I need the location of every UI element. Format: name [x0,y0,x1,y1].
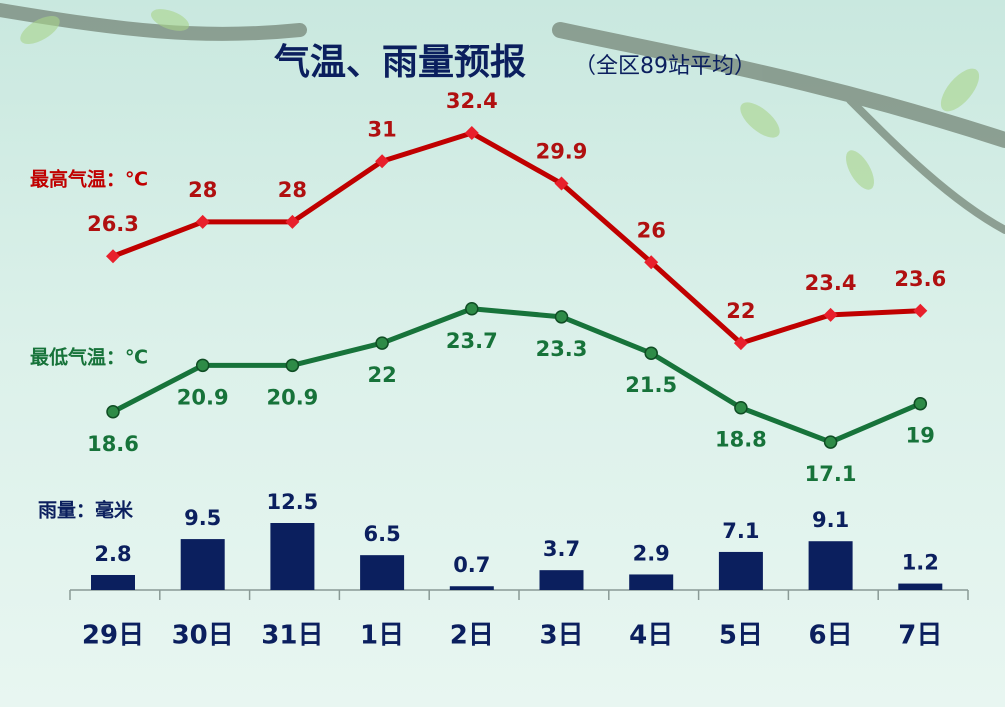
marker [465,302,479,316]
bar [91,574,135,590]
x-tick-label: 30日 [172,621,234,651]
chart-subtitle: （全区89站平均） [574,54,756,79]
data-label: 23.3 [536,337,588,361]
data-label: 17.1 [805,462,857,486]
x-tick-label: 29日 [82,621,144,651]
marker [375,336,389,350]
marker [823,435,838,449]
bar [449,586,494,590]
marker [644,346,658,360]
line [111,306,922,445]
x-tick-label: 3日 [539,621,583,651]
marker [734,400,748,415]
chart-title: 气温、雨量预报 [274,42,526,83]
marker [913,303,928,318]
leaf-decoration [20,9,980,190]
data-label: 23.6 [894,267,946,291]
x-tick-label: 2日 [450,621,494,651]
legend-label: 雨量：毫米 [38,499,134,522]
data-label: 22 [726,299,755,323]
marker [195,214,210,229]
x-tick-label: 31日 [261,621,323,651]
data-label: 9.1 [812,508,849,532]
data-label: 32.4 [446,89,498,113]
data-label: 26 [637,218,666,242]
marker [464,126,479,141]
line [112,130,921,346]
data-label: 29.9 [536,140,588,164]
marker [823,307,838,322]
bar [180,539,225,590]
x-tick-label: 6日 [809,621,853,651]
marker [554,310,569,324]
data-label: 6.5 [363,522,400,546]
x-tick-label: 4日 [629,621,673,651]
data-label: 23.4 [805,271,857,295]
data-label: 22 [367,363,396,387]
data-label: 23.7 [446,329,498,353]
data-label: 28 [278,178,307,202]
legend-label: 最高气温：℃ [30,168,148,191]
bar [808,541,853,590]
data-label: 2.9 [633,541,670,565]
data-label: 21.5 [625,373,677,397]
legend-label: 最低气温：℃ [30,346,148,369]
marker [106,405,120,419]
marker [375,154,390,169]
marker [554,176,569,191]
bar [898,583,943,590]
data-label: 7.1 [722,519,759,543]
marker [106,249,120,264]
x-tick-label: 1日 [360,621,404,651]
data-label: 20.9 [177,385,229,409]
data-label: 31 [367,117,396,141]
data-label: 3.7 [543,537,580,561]
data-label: 19 [906,424,935,448]
marker [644,255,659,270]
marker [285,214,300,229]
bar [629,574,674,590]
data-label: 18.6 [87,432,139,456]
data-label: 1.2 [902,551,939,575]
bar [360,555,405,590]
bar [270,523,315,590]
data-label: 20.9 [266,385,318,409]
data-label: 2.8 [94,542,131,566]
bar [718,551,763,590]
x-tick-label: 7日 [898,621,942,651]
x-tick-label: 5日 [719,621,763,651]
data-label: 26.3 [87,212,139,236]
marker [733,336,748,351]
data-label: 12.5 [266,490,318,514]
bar [539,570,584,590]
data-label: 0.7 [453,553,490,577]
marker [285,358,300,373]
marker [913,396,928,411]
data-label: 28 [188,178,217,202]
marker [195,358,210,373]
data-label: 9.5 [184,506,221,530]
data-label: 18.8 [715,428,767,452]
